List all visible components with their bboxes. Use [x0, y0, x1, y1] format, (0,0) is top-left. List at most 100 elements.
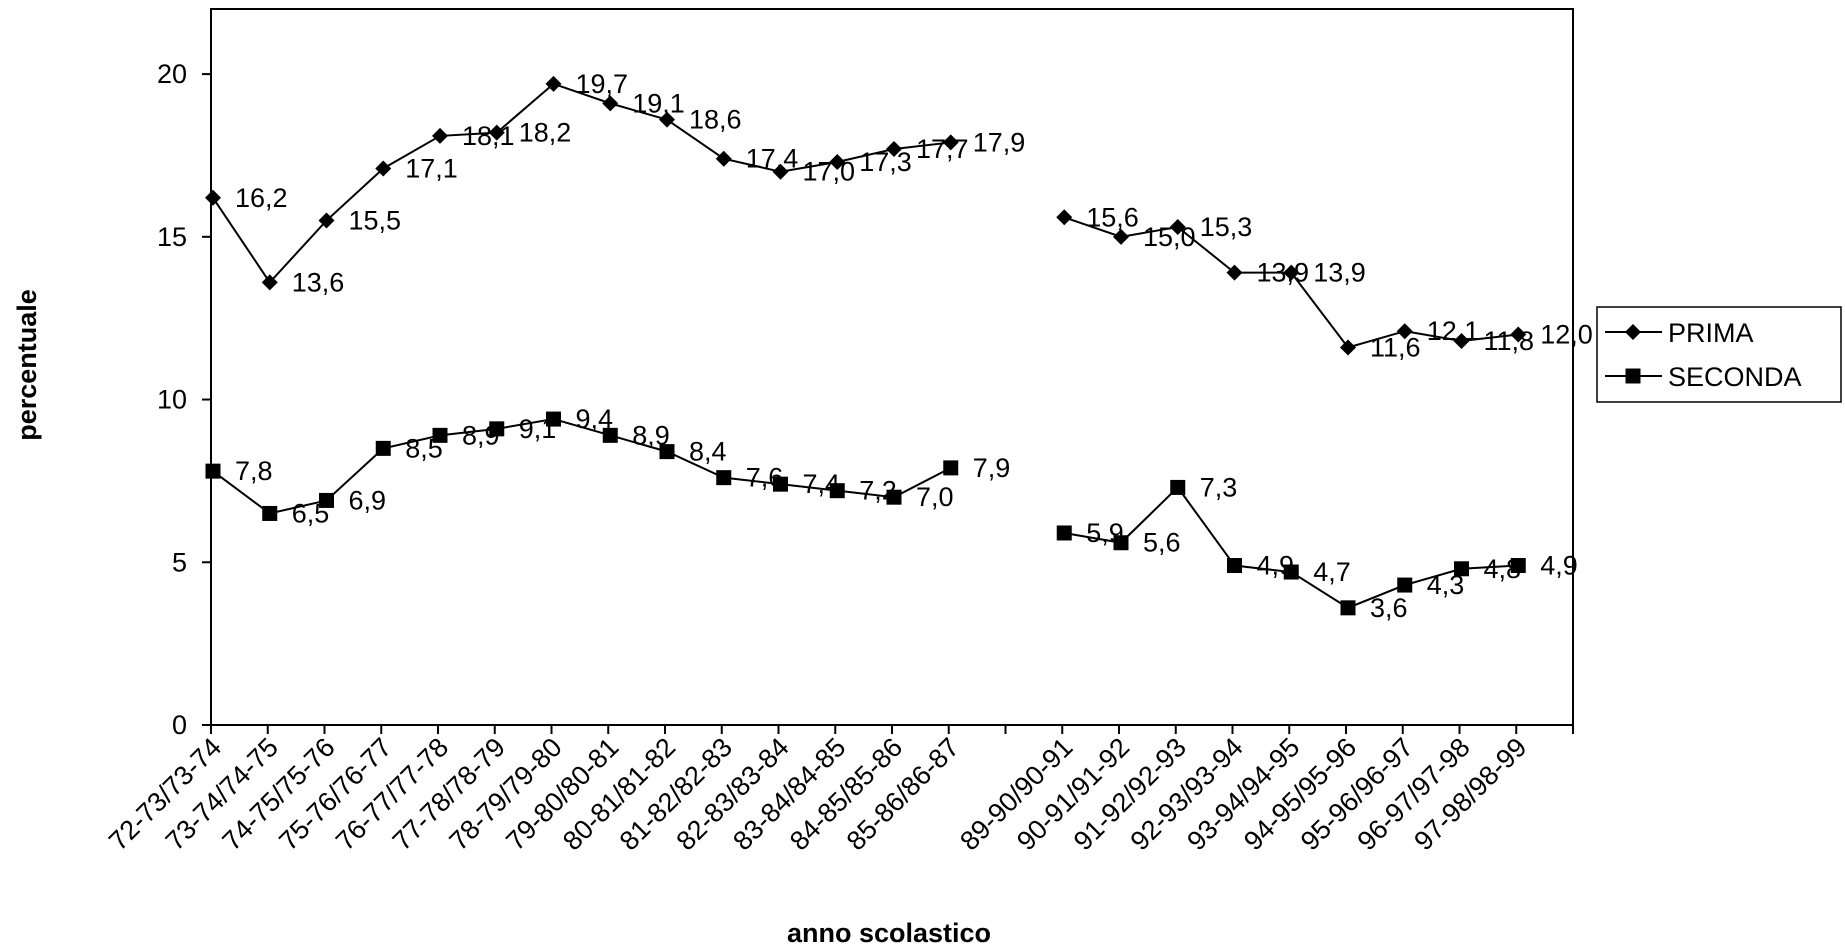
data-label-prima: 17,7 [916, 134, 969, 164]
data-point-seconda [829, 483, 845, 499]
data-point-seconda [1227, 558, 1242, 574]
data-point-prima [261, 274, 278, 291]
y-axis-title: percentuale [12, 289, 42, 441]
data-label-seconda: 6,9 [349, 485, 387, 515]
y-tick-label: 5 [172, 547, 187, 577]
data-point-seconda [943, 460, 959, 476]
data-label-seconda: 9,1 [519, 414, 557, 444]
data-label-seconda: 3,6 [1370, 593, 1408, 623]
data-point-prima [488, 124, 505, 141]
data-point-prima [1169, 219, 1186, 236]
plot-area [210, 8, 1574, 726]
legend-box [1596, 306, 1842, 403]
data-point-seconda [1170, 479, 1186, 495]
data-point-seconda [1454, 561, 1469, 577]
data-labels: 16,2 13,6 15,517,118,1 18,219,719,118,617,4… [235, 69, 1593, 623]
legend-item-prima: PRIMA [1605, 318, 1754, 348]
data-point-seconda [546, 411, 561, 427]
data-label-seconda: 7,8 [235, 456, 273, 486]
data-label-prima: 18,2 [519, 118, 572, 148]
data-point-seconda [1510, 558, 1526, 574]
data-label-prima: 15,6 [1086, 202, 1139, 232]
data-label-seconda: 4,3 [1427, 570, 1465, 600]
data-point-prima [1226, 264, 1243, 281]
data-label-seconda: 9,4 [576, 404, 614, 434]
data-point-seconda [602, 427, 618, 443]
data-point-prima [1056, 209, 1073, 226]
data-label-prima: 15,3 [1200, 212, 1253, 242]
data-label-prima: 18,6 [689, 105, 742, 135]
data-label-seconda: 8,5 [405, 433, 443, 463]
data-point-seconda [262, 505, 278, 521]
data-point-prima [659, 111, 675, 128]
data-point-seconda [205, 463, 221, 479]
data-label-seconda: 4,8 [1484, 554, 1522, 584]
y-tick-label: 15 [157, 222, 187, 252]
data-label-seconda: 8,9 [632, 420, 670, 450]
data-point-seconda [489, 421, 505, 437]
data-point-prima [375, 160, 392, 177]
data-label-seconda: 7,3 [1200, 472, 1238, 502]
data-label-prima: 12,0 [1540, 319, 1593, 349]
data-point-prima [1113, 228, 1129, 245]
data-point-prima [942, 134, 959, 151]
data-point-seconda [1113, 535, 1129, 551]
data-point-prima [1340, 339, 1356, 356]
data-point-prima [829, 153, 846, 170]
data-label-seconda: 4,9 [1540, 551, 1578, 581]
series-prima [205, 75, 1527, 356]
data-label-prima: 17,0 [803, 157, 856, 187]
x-axis: 72-73/73-7473-74/74-7574-75/75-7675-76/7… [103, 725, 1574, 856]
data-point-prima [715, 150, 732, 167]
data-label-seconda: 6,5 [292, 498, 330, 528]
data-label-prima: 11,6 [1370, 332, 1421, 362]
series-line-seconda [212, 418, 952, 515]
data-point-prima [432, 127, 448, 144]
series-line-prima [212, 82, 951, 284]
data-point-prima [772, 163, 789, 180]
data-point-seconda [716, 470, 732, 486]
data-point-prima [602, 95, 619, 112]
data-point-prima [1396, 323, 1413, 340]
data-label-seconda: 8,9 [462, 420, 500, 450]
y-tick-label: 0 [172, 710, 187, 740]
data-point-seconda [375, 440, 391, 456]
data-label-seconda: 7,6 [746, 463, 784, 493]
data-label-prima: 16,2 [235, 183, 288, 213]
data-label-prima: 15,5 [349, 206, 402, 236]
data-label-prima: 12,1 [1427, 316, 1480, 346]
data-label-prima: 15,0 [1143, 222, 1196, 252]
data-point-prima [886, 140, 902, 157]
data-point-seconda [319, 492, 334, 508]
data-label-seconda: 7,9 [973, 453, 1011, 483]
data-label-prima: 17,9 [973, 127, 1026, 157]
data-point-seconda [1397, 577, 1413, 593]
y-tick-label: 10 [157, 385, 187, 415]
data-label-seconda: 7,4 [803, 469, 841, 499]
data-label-prima: 17,3 [859, 147, 912, 177]
data-point-seconda [432, 427, 448, 443]
legend: PRIMA SECONDA [1596, 306, 1842, 403]
data-label-seconda: 4,9 [1257, 551, 1295, 581]
data-point-prima [545, 75, 562, 92]
data-label-prima: 18,1 [462, 121, 515, 151]
series-layer [205, 75, 1527, 616]
data-label-seconda: 5,6 [1143, 528, 1181, 558]
data-label-prima: 19,1 [632, 88, 685, 118]
data-label-prima: 13,9 [1257, 258, 1310, 288]
legend-marker-prima [1625, 324, 1641, 340]
data-point-prima [1453, 332, 1470, 349]
legend-label-prima: PRIMA [1668, 318, 1754, 348]
y-tick-label: 20 [157, 59, 187, 89]
data-point-seconda [1283, 564, 1299, 580]
data-label-prima: 11,8 [1484, 326, 1535, 356]
data-point-prima [1283, 264, 1300, 281]
data-label-seconda: 7,2 [859, 476, 897, 506]
y-axis: 0 5 10 15 20 [157, 59, 211, 740]
legend-label-seconda: SECONDA [1668, 362, 1802, 392]
data-label-prima: 17,4 [746, 144, 799, 174]
data-label-seconda: 4,7 [1313, 557, 1351, 587]
legend-item-seconda: SECONDA [1605, 362, 1802, 392]
data-point-seconda [886, 489, 902, 505]
data-label-seconda: 5,9 [1086, 518, 1124, 548]
